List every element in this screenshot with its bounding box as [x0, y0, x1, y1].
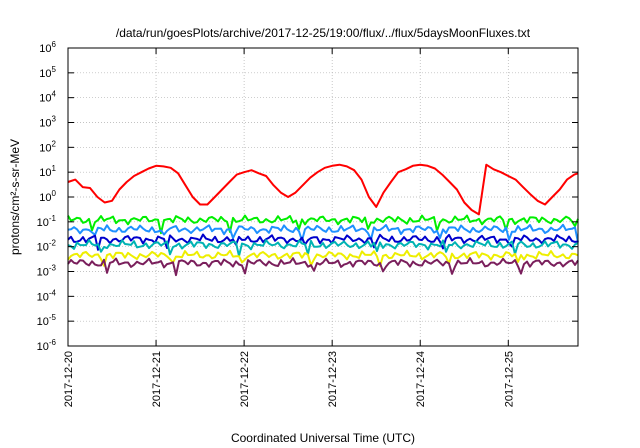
series-line-5 [67, 239, 579, 257]
y-tick-label: 106 [39, 40, 56, 55]
y-tick-label: 10-2 [37, 239, 57, 254]
x-tick-label: 2017-12-20 [63, 351, 75, 407]
x-tick-label: 2017-12-23 [327, 351, 339, 407]
y-tick-label: 102 [39, 139, 56, 154]
series-line-7 [67, 257, 579, 277]
chart-title: /data/run/goesPlots/archive/2017-12-25/1… [116, 26, 531, 40]
y-tick-label: 100 [39, 189, 56, 204]
y-tick-label: 103 [39, 115, 56, 130]
y-tick-label: 104 [39, 90, 56, 105]
x-tick-label: 2017-12-24 [415, 351, 427, 407]
x-axis: 2017-12-20 2017-12-21 2017-12-22 2017-12-23… [63, 48, 515, 407]
y-tick-label: 105 [39, 65, 56, 80]
y-tick-label: 10-3 [37, 264, 57, 279]
x-tick-label: 2017-12-21 [151, 351, 163, 407]
series-line-2 [67, 214, 579, 235]
y-tick-label: 101 [39, 164, 56, 179]
series-group [67, 163, 579, 277]
series-line-4 [67, 233, 579, 251]
y-tick-label: 10-6 [37, 338, 57, 353]
y-axis-label: protons/cm²-s-sr-MeV [8, 139, 22, 255]
y-tick-label: 10-1 [37, 214, 57, 229]
x-axis-label: Coordinated Universal Time (UTC) [231, 431, 415, 445]
series-line-6 [67, 249, 579, 268]
y-axis: 10-6 10-5 10-4 10-3 10-2 10-1 100 101 102 103 104 1… [37, 40, 578, 353]
x-tick-label: 2017-12-25 [503, 351, 515, 407]
series-line-1 [67, 163, 579, 216]
y-tick-label: 10-5 [37, 313, 57, 328]
grid [67, 47, 578, 347]
y-tick-label: 10-4 [37, 288, 57, 303]
x-tick-label: 2017-12-22 [239, 351, 251, 407]
series-line-3 [67, 223, 579, 243]
